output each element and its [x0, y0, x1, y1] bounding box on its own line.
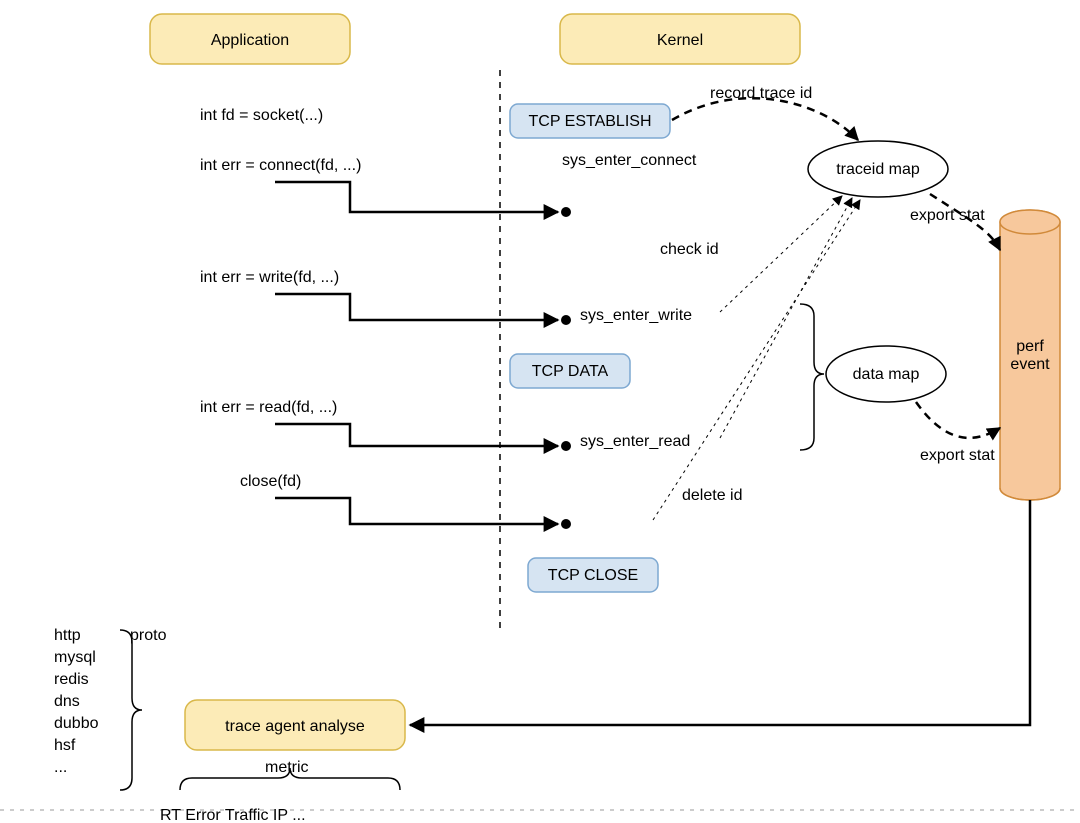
- proto-item-5: hsf: [54, 737, 76, 754]
- label-export2: export stat: [920, 447, 995, 464]
- proto-item-2: redis: [54, 671, 89, 688]
- data-map-label: data map: [853, 366, 920, 383]
- proto-item-6: ...: [54, 759, 67, 776]
- label-sys-write: sys_enter_write: [580, 307, 692, 324]
- proto-item-4: dubbo: [54, 715, 99, 732]
- arr-write-dot: [561, 315, 571, 325]
- arr-read-dot: [561, 441, 571, 451]
- sys-read-to-trace: [720, 198, 852, 438]
- label-metric: metric: [265, 759, 309, 776]
- brace-proto: [120, 630, 142, 790]
- arrow-perf-to-agent: [410, 500, 1030, 725]
- tcp-data-label: TCP DATA: [532, 363, 609, 380]
- sys-write-to-trace: [720, 196, 842, 312]
- arr-read: [275, 424, 558, 446]
- proto-item-3: dns: [54, 693, 80, 710]
- record-curve: [672, 98, 858, 140]
- brace-metric: [180, 768, 400, 790]
- label-export1: export stat: [910, 207, 985, 224]
- label-socket: int fd = socket(...): [200, 107, 323, 124]
- label-delete-id: delete id: [682, 487, 743, 504]
- label-connect: int err = connect(fd, ...): [200, 157, 361, 174]
- metric-items: RT Error Traffic IP ...: [160, 807, 306, 823]
- label-write: int err = write(fd, ...): [200, 269, 339, 286]
- arr-write: [275, 294, 558, 320]
- tcp-establish-label: TCP ESTABLISH: [529, 113, 652, 130]
- header-kernel-label: Kernel: [657, 32, 703, 49]
- brace-data-map: [800, 304, 824, 450]
- arr-connect: [275, 182, 558, 212]
- proto-item-0: http: [54, 627, 81, 644]
- export2-curve: [916, 402, 1000, 438]
- header-application-label: Application: [211, 32, 289, 49]
- label-sys-read: sys_enter_read: [580, 433, 690, 450]
- label-read: int err = read(fd, ...): [200, 399, 337, 416]
- traceid-map-label: traceid map: [836, 161, 920, 178]
- label-proto: proto: [130, 627, 167, 644]
- label-check-id: check id: [660, 241, 719, 258]
- tcp-close-label: TCP CLOSE: [548, 567, 638, 584]
- arr-close-dot: [561, 519, 571, 529]
- proto-item-1: mysql: [54, 649, 96, 666]
- arr-connect-dot: [561, 207, 571, 217]
- header-agent-label: trace agent analyse: [225, 718, 365, 735]
- arr-close: [275, 498, 558, 524]
- label-close: close(fd): [240, 473, 301, 490]
- label-sys-connect: sys_enter_connect: [562, 152, 697, 169]
- perf-event: [1000, 210, 1060, 500]
